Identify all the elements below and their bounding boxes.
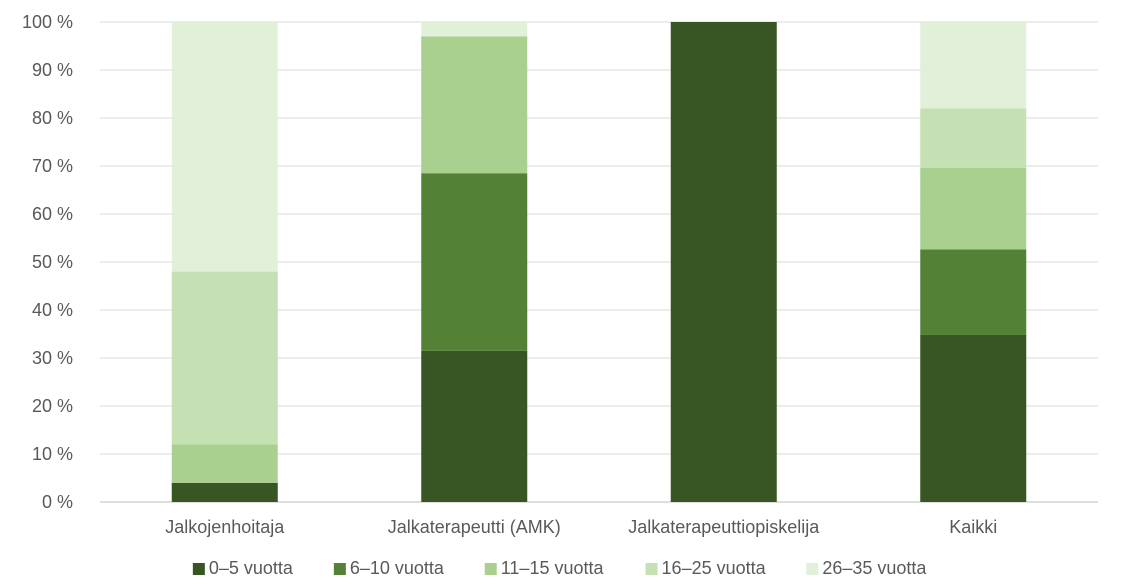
bar-segment	[920, 108, 1027, 168]
bar-segment	[171, 444, 278, 483]
y-tick-label: 10 %	[32, 444, 73, 464]
x-tick-label: Jalkaterapeuttiopiskelija	[628, 517, 820, 537]
legend-label: 26–35 vuotta	[822, 558, 927, 578]
y-tick-label: 40 %	[32, 300, 73, 320]
legend-swatch	[806, 563, 819, 575]
y-tick-label: 70 %	[32, 156, 73, 176]
bar-segment	[171, 22, 278, 272]
bar-segment	[670, 22, 777, 502]
x-tick-label: Jalkojenhoitaja	[165, 517, 285, 537]
legend-label: 6–10 vuotta	[350, 558, 445, 578]
legend-swatch	[333, 563, 346, 575]
legend-swatch	[192, 563, 205, 575]
bar-segment	[421, 350, 528, 502]
bar-segment	[171, 482, 278, 502]
x-tick-label: Kaikki	[949, 517, 997, 537]
bar-segment	[171, 271, 278, 445]
bar-segment	[920, 22, 1027, 109]
y-tick-label: 20 %	[32, 396, 73, 416]
bar-segment	[421, 173, 528, 351]
bar-segment	[421, 22, 528, 37]
bar-segment	[421, 36, 528, 174]
legend-swatch	[645, 563, 658, 575]
x-tick-label: Jalkaterapeutti (AMK)	[388, 517, 561, 537]
y-tick-label: 0 %	[42, 492, 73, 512]
legend-label: 0–5 vuotta	[209, 558, 294, 578]
y-tick-label: 90 %	[32, 60, 73, 80]
legend-label: 16–25 vuotta	[662, 558, 767, 578]
y-tick-label: 80 %	[32, 108, 73, 128]
y-tick-label: 100 %	[22, 12, 73, 32]
legend-swatch	[484, 563, 497, 575]
bar-segment	[920, 167, 1027, 250]
y-tick-label: 30 %	[32, 348, 73, 368]
legend-label: 11–15 vuotta	[501, 558, 605, 578]
y-tick-label: 50 %	[32, 252, 73, 272]
bar-segment	[920, 249, 1027, 335]
bar-segment	[920, 334, 1027, 502]
y-tick-label: 60 %	[32, 204, 73, 224]
